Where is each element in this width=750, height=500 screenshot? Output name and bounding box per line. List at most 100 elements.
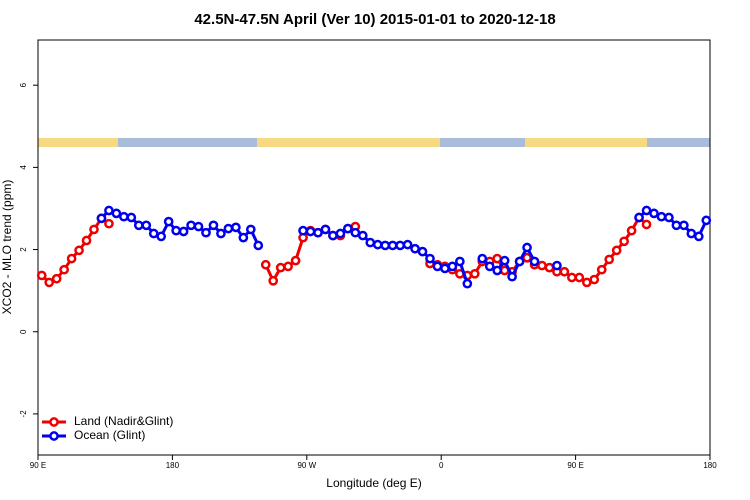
x-tick-label: 180 (166, 461, 180, 470)
data-point (514, 256, 525, 267)
data-point (36, 270, 47, 281)
x-tick-label: 90 E (30, 461, 46, 470)
x-tick-label: 0 (439, 461, 444, 470)
land-band (257, 138, 440, 147)
y-tick-label: 4 (19, 165, 28, 170)
data-point (574, 272, 585, 283)
data-point (313, 227, 323, 238)
data-point (238, 232, 249, 243)
legend-label: Land (Nadir&Glint) (74, 414, 173, 428)
data-point (395, 240, 405, 251)
data-point (522, 242, 532, 253)
data-point (163, 216, 174, 227)
x-tick-label: 180 (703, 461, 717, 470)
data-point (133, 220, 144, 231)
legend-marker (49, 417, 59, 427)
data-point (656, 211, 667, 222)
x-tick-label: 90 E (567, 461, 583, 470)
land-ocean-strip (38, 138, 710, 147)
data-point (425, 253, 435, 264)
data-point (186, 220, 196, 231)
data-point (686, 228, 697, 239)
data-point (522, 252, 532, 263)
data-point (111, 208, 122, 219)
data-point (275, 262, 286, 273)
land-band (525, 138, 647, 147)
legend-label: Ocean (Glint) (74, 428, 145, 442)
data-point (357, 230, 368, 241)
data-point (104, 205, 114, 216)
data-point (664, 212, 674, 223)
data-point (619, 236, 629, 247)
data-point (104, 218, 114, 229)
data-point (305, 226, 316, 237)
y-tick-label: 0 (19, 329, 28, 334)
data-point (484, 261, 495, 272)
data-point (51, 273, 62, 284)
ocean-band (440, 138, 525, 147)
data-point (447, 261, 458, 272)
data-point (268, 275, 279, 286)
data-point (81, 235, 92, 246)
data-point (529, 256, 540, 267)
ocean-band (647, 138, 710, 147)
data-point (320, 224, 331, 235)
data-point (141, 220, 152, 231)
data-point (119, 211, 129, 222)
data-point (171, 225, 181, 236)
data-point (343, 223, 353, 234)
data-point (462, 278, 473, 289)
data-point (335, 228, 346, 239)
data-point (604, 254, 615, 265)
data-point (387, 240, 398, 251)
data-point (260, 259, 271, 270)
data-point (328, 230, 338, 241)
data-point (589, 274, 600, 285)
data-point (477, 253, 488, 264)
data-point (201, 227, 211, 238)
data-point (410, 243, 420, 254)
data-point (417, 246, 428, 257)
data-point (66, 253, 77, 264)
data-point (178, 226, 189, 237)
data-point (193, 221, 204, 232)
data-point (372, 239, 383, 250)
data-point (365, 237, 376, 248)
data-point (290, 255, 301, 266)
data-point (245, 224, 256, 235)
data-point (455, 256, 465, 267)
data-point (641, 219, 652, 230)
y-axis-label: XCO2 - MLO trend (ppm) (0, 180, 14, 315)
y-tick-label: 6 (19, 82, 28, 87)
data-point (544, 262, 555, 273)
data-point (126, 212, 137, 223)
data-point (507, 271, 517, 282)
data-point (148, 228, 159, 239)
data-point (641, 205, 652, 216)
data-point (74, 245, 84, 256)
data-point (567, 272, 577, 283)
data-point (156, 231, 167, 242)
ocean-band (118, 138, 257, 147)
data-point (552, 260, 562, 271)
y-tick-label: 2 (19, 247, 28, 252)
data-point (611, 245, 622, 256)
data-point (537, 260, 547, 271)
data-point (216, 228, 226, 239)
data-point (89, 224, 99, 235)
data-point (492, 253, 503, 264)
land-band (38, 138, 118, 147)
data-point (59, 264, 69, 275)
chart-title: 42.5N-47.5N April (Ver 10) 2015-01-01 to… (194, 11, 555, 28)
legend-marker (49, 431, 59, 441)
data-point (44, 277, 55, 288)
data-point (492, 265, 503, 276)
data-point (671, 220, 682, 231)
data-point (679, 220, 689, 231)
data-point (469, 268, 480, 279)
data-point (231, 222, 241, 233)
data-point (96, 213, 107, 224)
data-point (223, 223, 234, 234)
